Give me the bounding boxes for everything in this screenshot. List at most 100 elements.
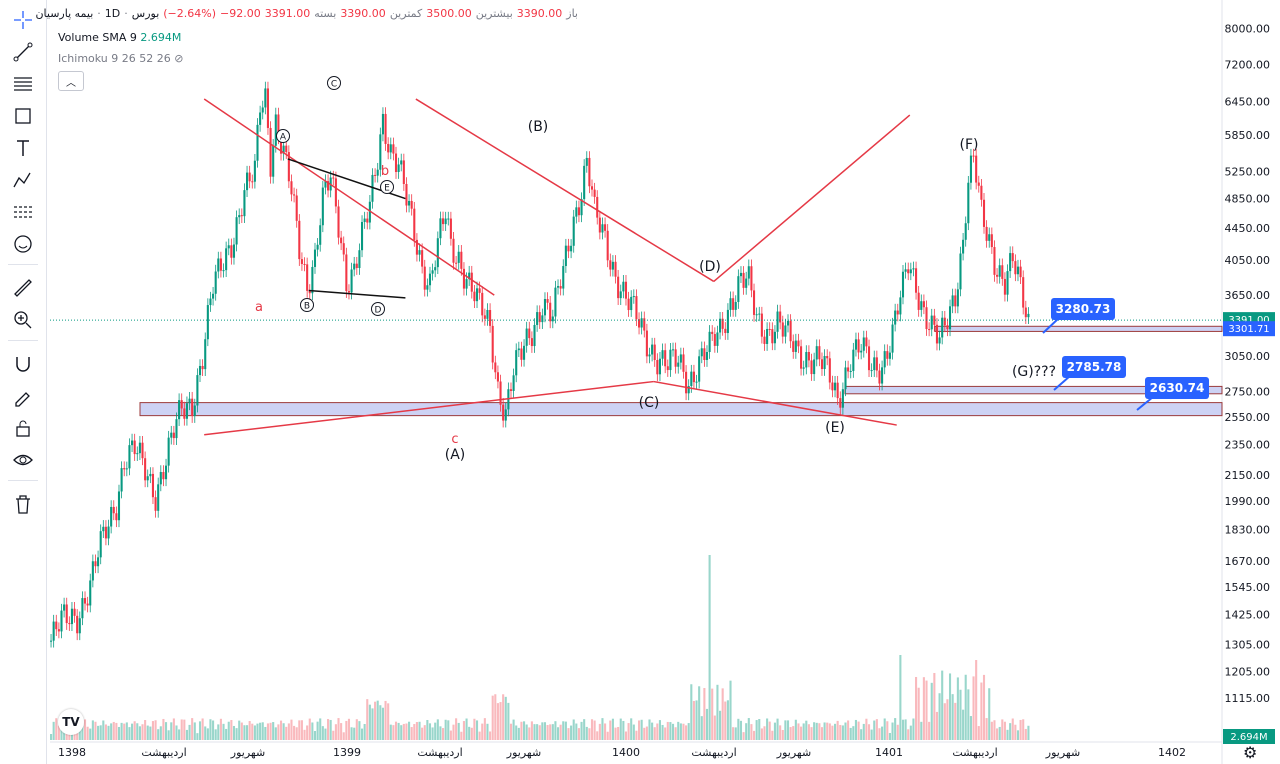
candle-body xyxy=(867,346,871,371)
x-tick-label: شهریور xyxy=(230,746,265,759)
candle-body xyxy=(752,290,756,315)
y-tick-label: 1545.00 xyxy=(1225,581,1271,594)
volume-bar xyxy=(470,727,473,740)
volume-bar xyxy=(705,708,709,740)
candle-body xyxy=(475,288,479,302)
candle-body xyxy=(630,296,633,311)
candle-body xyxy=(117,491,121,521)
volume-bar xyxy=(350,727,353,740)
settings-gear-icon[interactable]: ⚙ xyxy=(1243,743,1258,762)
callout-pointer xyxy=(1042,317,1060,334)
candle-body xyxy=(666,366,669,371)
text-icon[interactable] xyxy=(8,134,38,162)
candle-body xyxy=(664,350,667,367)
lock-draw-icon[interactable] xyxy=(8,382,38,410)
ruler-icon[interactable] xyxy=(8,274,38,302)
volume-bar xyxy=(627,723,630,740)
forecast-icon[interactable] xyxy=(8,198,38,226)
volume-bar xyxy=(894,718,897,740)
legend-ichimoku[interactable]: Ichimoku 9 26 52 26 ⊘ xyxy=(58,52,183,65)
volume-bar xyxy=(183,719,186,740)
candle-body xyxy=(975,155,978,183)
candle-body xyxy=(439,218,442,239)
legend-exchange[interactable]: بورس xyxy=(131,7,160,20)
candle-body xyxy=(209,298,212,306)
rectangle-icon[interactable] xyxy=(8,102,38,130)
volume-bar xyxy=(564,721,567,740)
lock-icon[interactable] xyxy=(8,414,38,442)
volume-bar xyxy=(421,727,424,740)
legend-interval[interactable]: 1D xyxy=(104,7,121,20)
volume-bar xyxy=(562,721,565,740)
volume-bar xyxy=(758,719,761,740)
emoji-icon[interactable] xyxy=(8,230,38,258)
callout-pointer xyxy=(1136,396,1154,411)
volume-bar xyxy=(938,693,941,740)
tradingview-logo[interactable]: TV xyxy=(58,709,84,735)
candle-body xyxy=(431,270,434,274)
trend-line-icon[interactable] xyxy=(8,38,38,66)
volume-bar xyxy=(972,676,975,740)
candle-body xyxy=(295,195,298,221)
volume-bar xyxy=(410,727,413,740)
x-tick-label: 1399 xyxy=(333,746,361,759)
candle-body xyxy=(293,194,296,196)
volume-bar xyxy=(120,722,123,740)
trash-icon[interactable] xyxy=(8,490,38,518)
candle-body xyxy=(178,400,181,420)
candle-body xyxy=(300,259,303,264)
candle-body xyxy=(193,405,196,417)
candle-body xyxy=(656,360,659,375)
candle-body xyxy=(525,328,528,346)
candle-body xyxy=(473,291,476,302)
collapse-legend-button[interactable]: ︿ xyxy=(58,71,84,91)
candle-body xyxy=(253,160,256,182)
volume-bar xyxy=(609,720,612,740)
crosshair-icon[interactable] xyxy=(8,6,38,34)
volume-bar xyxy=(360,728,364,740)
candle-body xyxy=(734,301,737,310)
volume-bar xyxy=(415,722,418,740)
candle-body xyxy=(773,331,776,344)
volume-bar xyxy=(996,728,999,740)
zoom-icon[interactable] xyxy=(8,306,38,334)
candle-body xyxy=(977,182,980,186)
magnet-icon[interactable] xyxy=(8,350,38,378)
volume-bar xyxy=(191,718,194,740)
volume-bar xyxy=(901,719,905,740)
candle-body xyxy=(909,269,912,274)
volume-bar xyxy=(768,721,771,740)
volume-bar xyxy=(55,718,58,740)
eye-hidden-icon[interactable]: ⊘ xyxy=(174,52,184,65)
candle-body xyxy=(810,360,813,375)
volume-bar xyxy=(436,719,439,740)
volume-bar xyxy=(883,718,886,740)
candle-body xyxy=(708,331,711,353)
volume-bar xyxy=(875,719,878,740)
y-tick-label: 1305.00 xyxy=(1225,639,1271,652)
pattern-icon[interactable] xyxy=(8,166,38,194)
candle-body xyxy=(719,318,722,333)
y-tick-label: 2750.00 xyxy=(1225,385,1271,398)
candle-body xyxy=(434,267,437,271)
eye-icon[interactable] xyxy=(8,446,38,474)
volume-bar xyxy=(295,727,298,740)
volume-bar xyxy=(865,718,868,740)
candle-body xyxy=(248,172,251,182)
volume-bar xyxy=(246,725,249,740)
volume-bar xyxy=(794,719,797,740)
y-tick-label: 8000.00 xyxy=(1225,23,1271,36)
volume-indicator-value: 2.694M xyxy=(140,31,182,44)
volume-bar xyxy=(253,725,256,740)
fib-icon[interactable] xyxy=(8,70,38,98)
volume-bar xyxy=(847,720,850,740)
volume-bar xyxy=(807,724,810,740)
y-tick-label: 1205.00 xyxy=(1225,666,1271,679)
volume-bar xyxy=(677,721,680,740)
candle-body xyxy=(457,251,460,263)
volume-bar xyxy=(287,723,290,740)
legend-symbol[interactable]: بیمه پارسیان xyxy=(35,7,94,20)
volume-bar xyxy=(867,724,871,740)
legend-volume[interactable]: Volume SMA 9 2.694M xyxy=(58,31,181,44)
